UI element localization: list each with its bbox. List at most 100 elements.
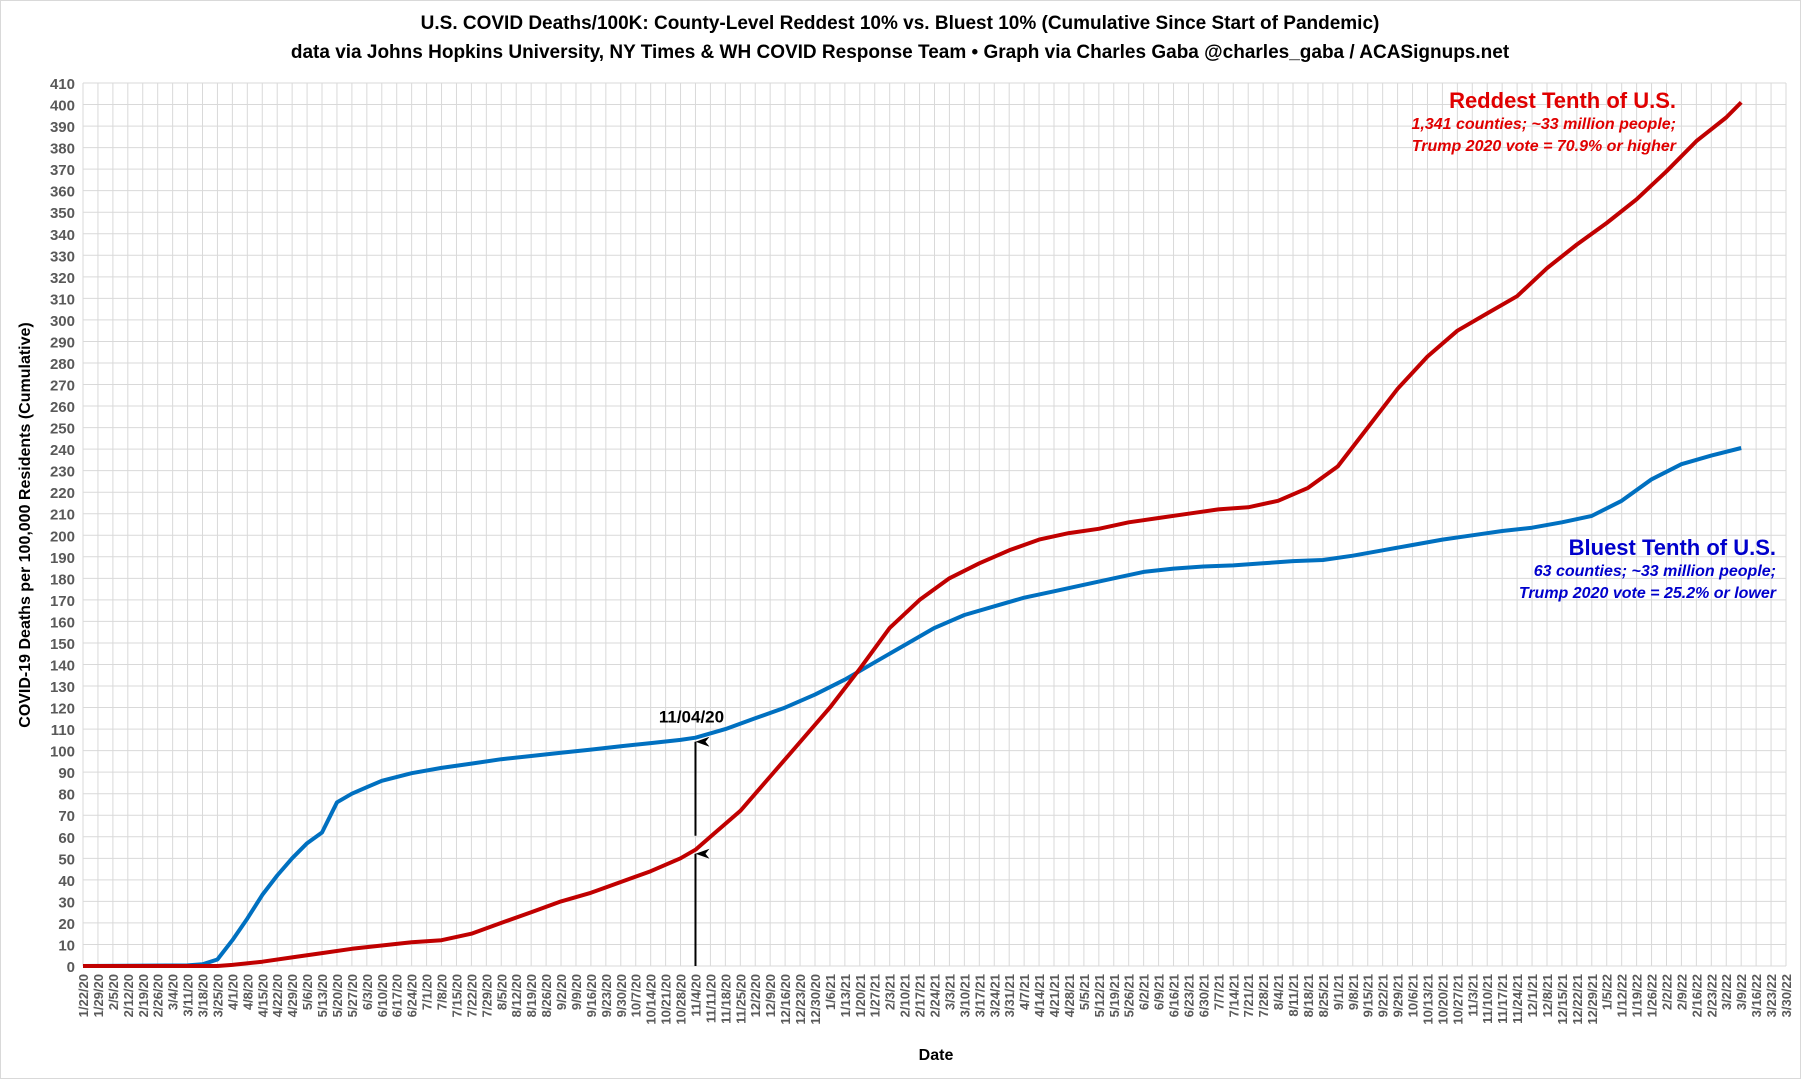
x-tick-label: 10/6/21 <box>1406 974 1421 1017</box>
x-tick-label: 7/29/20 <box>479 974 494 1017</box>
x-tick-label: 2/2/22 <box>1659 974 1674 1010</box>
x-tick-label: 2/5/20 <box>106 974 121 1010</box>
y-tick-label: 180 <box>50 571 75 588</box>
x-tick-label: 5/6/20 <box>300 974 315 1010</box>
x-tick-label: 3/4/20 <box>166 974 181 1010</box>
y-tick-label: 310 <box>50 291 75 308</box>
x-tick-label: 3/10/21 <box>957 974 972 1017</box>
x-tick-label: 12/29/21 <box>1585 974 1600 1025</box>
y-tick-label: 240 <box>50 442 75 459</box>
x-tick-label: 4/15/20 <box>255 974 270 1017</box>
x-tick-label: 3/11/20 <box>181 974 196 1017</box>
x-tick-label: 6/3/20 <box>360 974 375 1010</box>
x-tick-label: 8/5/20 <box>494 974 509 1010</box>
x-tick-label: 11/25/20 <box>733 974 748 1024</box>
x-axis-ticks: 1/22/20 1/29/20 2/5/20 2/12/20 2/19/20 2/26/2… <box>76 974 1794 1025</box>
chart-subtitle: data via Johns Hopkins University, NY Ti… <box>291 42 1510 63</box>
x-tick-label: 2/23/22 <box>1704 974 1719 1017</box>
x-tick-label: 10/20/21 <box>1435 974 1450 1025</box>
x-tick-label: 6/9/21 <box>1152 974 1167 1010</box>
x-tick-label: 10/7/20 <box>629 974 644 1017</box>
y-tick-label: 320 <box>50 270 75 287</box>
x-tick-label: 4/1/20 <box>225 974 240 1010</box>
x-tick-label: 12/8/21 <box>1540 974 1555 1017</box>
y-tick-label: 80 <box>58 787 75 804</box>
x-tick-label: 8/26/20 <box>539 974 554 1017</box>
red-legend-line1: 1,341 counties; ~33 million people; <box>1411 116 1676 133</box>
x-tick-label: 10/27/21 <box>1450 974 1465 1025</box>
x-tick-label: 5/12/21 <box>1092 974 1107 1017</box>
x-tick-label: 2/10/21 <box>898 974 913 1017</box>
x-tick-label: 8/25/21 <box>1316 974 1331 1017</box>
x-tick-label: 3/2/22 <box>1719 974 1734 1010</box>
x-tick-label: 4/21/21 <box>1047 974 1062 1017</box>
y-tick-label: 120 <box>50 701 75 718</box>
red-legend-line2: Trump 2020 vote = 70.9% or higher <box>1412 138 1677 155</box>
x-tick-label: 9/8/21 <box>1346 974 1361 1010</box>
x-tick-label: 2/9/22 <box>1674 974 1689 1010</box>
y-tick-label: 210 <box>50 507 75 524</box>
y-tick-label: 260 <box>50 399 75 416</box>
y-tick-label: 370 <box>50 162 75 179</box>
y-tick-label: 280 <box>50 356 75 373</box>
y-tick-label: 390 <box>50 119 75 136</box>
x-tick-label: 4/7/21 <box>1017 974 1032 1010</box>
x-tick-label: 3/23/22 <box>1764 974 1779 1017</box>
series-lines <box>82 100 1743 968</box>
x-tick-label: 6/2/21 <box>1137 974 1152 1010</box>
y-tick-label: 150 <box>50 636 75 653</box>
x-tick-label: 1/13/21 <box>838 974 853 1017</box>
y-tick-label: 380 <box>50 141 75 158</box>
x-tick-label: 7/28/21 <box>1256 974 1271 1017</box>
x-tick-label: 7/21/21 <box>1241 974 1256 1017</box>
x-tick-label: 12/2/20 <box>748 974 763 1017</box>
x-tick-label: 5/20/20 <box>330 974 345 1017</box>
x-tick-label: 2/24/21 <box>928 974 943 1017</box>
x-tick-label: 12/23/20 <box>793 974 808 1025</box>
x-tick-label: 5/19/21 <box>1107 974 1122 1017</box>
x-tick-label: 9/9/20 <box>569 974 584 1010</box>
x-tick-label: 8/18/21 <box>1301 974 1316 1017</box>
gridlines <box>82 82 1787 967</box>
x-tick-label: 10/21/20 <box>659 974 674 1025</box>
chart-title: U.S. COVID Deaths/100K: County-Level Red… <box>421 13 1380 34</box>
x-tick-label: 4/14/21 <box>1032 974 1047 1017</box>
y-tick-label: 300 <box>50 313 75 330</box>
y-tick-label: 140 <box>50 657 75 674</box>
x-tick-label: 1/12/22 <box>1615 974 1630 1017</box>
x-tick-label: 9/29/21 <box>1391 974 1406 1017</box>
y-tick-label: 190 <box>50 550 75 567</box>
y-tick-label: 10 <box>58 937 75 954</box>
x-tick-label: 7/15/20 <box>449 974 464 1017</box>
y-tick-label: 400 <box>50 98 75 115</box>
x-tick-label: 9/16/20 <box>584 974 599 1017</box>
y-tick-label: 110 <box>51 722 75 739</box>
x-tick-label: 1/26/22 <box>1645 974 1660 1017</box>
x-tick-label: 3/25/20 <box>210 974 225 1017</box>
x-tick-label: 3/17/21 <box>972 974 987 1017</box>
date-annotation-label: 11/04/20 <box>659 708 724 727</box>
x-tick-label: 7/7/21 <box>1211 974 1226 1010</box>
y-tick-label: 230 <box>50 464 75 481</box>
y-tick-label: 220 <box>50 485 75 502</box>
x-tick-label: 8/19/20 <box>524 974 539 1017</box>
y-tick-label: 40 <box>58 873 75 890</box>
y-tick-label: 330 <box>50 248 75 265</box>
x-tick-label: 2/12/20 <box>121 974 136 1017</box>
x-tick-label: 1/29/20 <box>91 974 106 1017</box>
x-tick-label: 7/14/21 <box>1226 974 1241 1017</box>
x-tick-label: 11/3/21 <box>1465 974 1480 1017</box>
x-tick-label: 6/23/21 <box>1181 974 1196 1017</box>
x-tick-label: 3/9/22 <box>1734 974 1749 1010</box>
x-tick-label: 4/22/20 <box>270 974 285 1017</box>
x-axis-label: Date <box>919 1047 954 1064</box>
blue-legend-line1: 63 counties; ~33 million people; <box>1534 563 1776 580</box>
x-tick-label: 2/16/22 <box>1689 974 1704 1017</box>
y-tick-label: 30 <box>58 894 75 911</box>
x-tick-label: 1/6/21 <box>823 974 838 1010</box>
x-tick-label: 3/30/22 <box>1779 974 1794 1017</box>
x-tick-label: 1/22/20 <box>76 974 91 1017</box>
x-tick-label: 2/3/21 <box>883 974 898 1010</box>
x-tick-label: 6/24/20 <box>405 974 420 1017</box>
